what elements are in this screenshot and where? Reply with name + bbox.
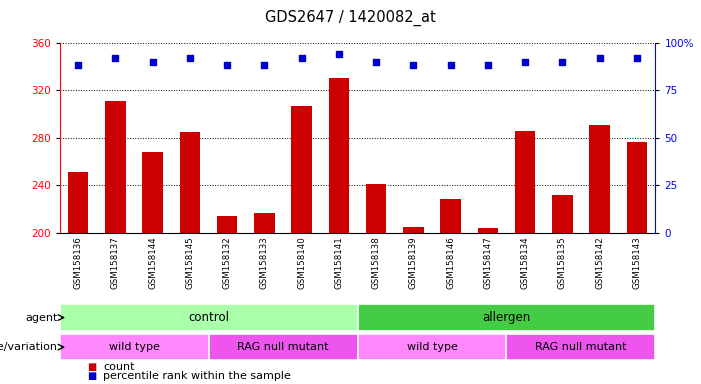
Text: GSM158143: GSM158143 xyxy=(632,237,641,290)
Text: wild type: wild type xyxy=(109,342,160,352)
Bar xyxy=(105,101,125,233)
Text: GSM158132: GSM158132 xyxy=(223,237,231,290)
Bar xyxy=(366,184,386,233)
Bar xyxy=(552,195,573,233)
Point xyxy=(147,59,158,65)
Text: count: count xyxy=(103,362,135,372)
Bar xyxy=(142,152,163,233)
Point xyxy=(333,51,344,57)
Text: GSM158141: GSM158141 xyxy=(334,237,343,290)
Bar xyxy=(358,304,655,331)
Bar xyxy=(627,142,647,233)
Text: GSM158142: GSM158142 xyxy=(595,237,604,290)
Text: control: control xyxy=(188,311,229,324)
Point xyxy=(296,55,307,61)
Bar xyxy=(329,78,349,233)
Bar xyxy=(515,131,536,233)
Point xyxy=(259,62,270,68)
Point xyxy=(594,55,605,61)
Text: RAG null mutant: RAG null mutant xyxy=(237,342,329,352)
Point xyxy=(371,59,382,65)
Text: GSM158133: GSM158133 xyxy=(260,237,269,290)
Text: RAG null mutant: RAG null mutant xyxy=(535,342,627,352)
Text: GSM158144: GSM158144 xyxy=(148,237,157,290)
Point xyxy=(445,62,456,68)
Text: agent: agent xyxy=(25,313,57,323)
Text: GDS2647 / 1420082_at: GDS2647 / 1420082_at xyxy=(265,10,436,26)
Bar xyxy=(440,199,461,233)
Bar xyxy=(403,227,423,233)
Text: genotype/variation: genotype/variation xyxy=(0,342,57,352)
Bar xyxy=(68,172,88,233)
Text: GSM158134: GSM158134 xyxy=(521,237,529,290)
Text: GSM158145: GSM158145 xyxy=(186,237,194,290)
Point xyxy=(482,62,494,68)
Bar xyxy=(254,212,275,233)
Point xyxy=(73,62,84,68)
Point xyxy=(184,55,196,61)
Text: wild type: wild type xyxy=(407,342,458,352)
Text: allergen: allergen xyxy=(482,311,531,324)
Text: GSM158136: GSM158136 xyxy=(74,237,83,290)
Text: percentile rank within the sample: percentile rank within the sample xyxy=(103,371,291,381)
Point xyxy=(631,55,642,61)
Point xyxy=(222,62,233,68)
Text: GSM158137: GSM158137 xyxy=(111,237,120,290)
Bar xyxy=(477,228,498,233)
Point xyxy=(408,62,419,68)
Bar xyxy=(209,334,358,361)
Bar xyxy=(590,124,610,233)
Text: GSM158146: GSM158146 xyxy=(446,237,455,290)
Bar xyxy=(292,106,312,233)
Text: GSM158140: GSM158140 xyxy=(297,237,306,290)
Bar xyxy=(60,334,209,361)
Bar xyxy=(358,334,506,361)
Text: GSM158138: GSM158138 xyxy=(372,237,381,290)
Text: ■: ■ xyxy=(88,362,97,372)
Text: ■: ■ xyxy=(88,371,97,381)
Point xyxy=(557,59,568,65)
Bar xyxy=(60,304,358,331)
Text: GSM158139: GSM158139 xyxy=(409,237,418,289)
Point xyxy=(110,55,121,61)
Bar xyxy=(217,216,238,233)
Bar xyxy=(506,334,655,361)
Point xyxy=(519,59,531,65)
Text: GSM158135: GSM158135 xyxy=(558,237,567,290)
Bar xyxy=(179,132,200,233)
Text: GSM158147: GSM158147 xyxy=(484,237,492,290)
